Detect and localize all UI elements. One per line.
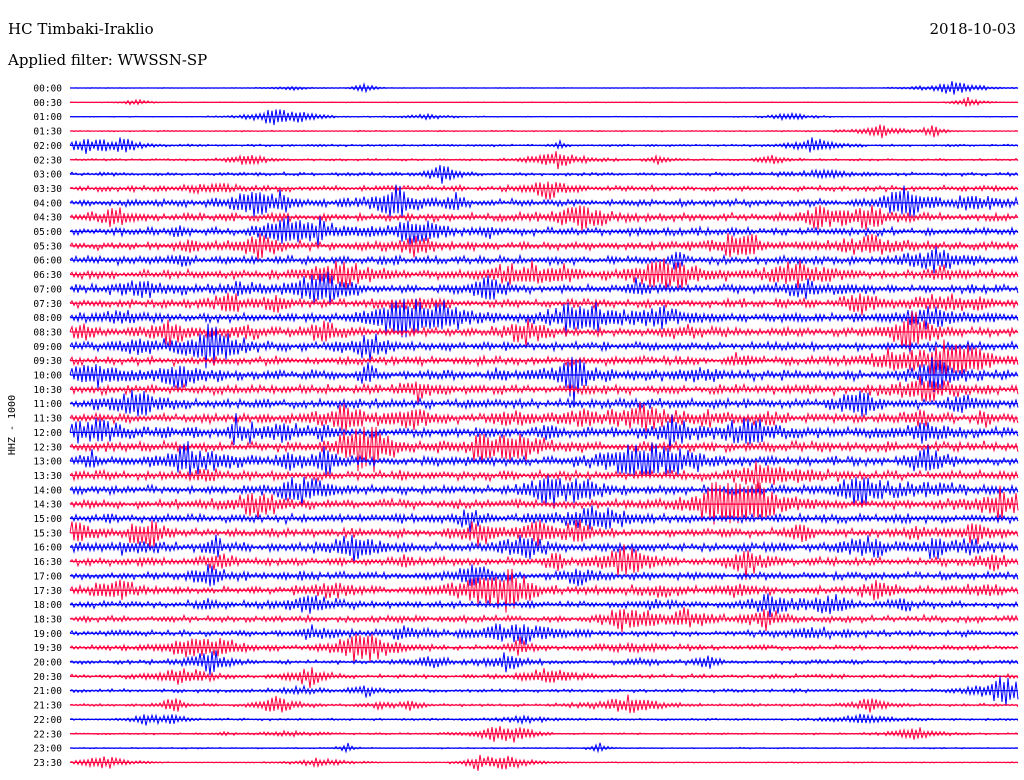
trace-0500 (69, 215, 1019, 247)
row-label-1930: 19:30 (33, 643, 62, 654)
date-label: 2018-10-03 (929, 20, 1016, 38)
row-label-2100: 21:00 (33, 686, 62, 697)
trace-0800 (69, 298, 1019, 338)
row-label-0930: 09:30 (33, 356, 62, 367)
trace-1630 (69, 544, 1019, 580)
trace-2230 (69, 726, 1019, 743)
row-label-0800: 08:00 (33, 313, 62, 324)
row-label-1500: 15:00 (33, 514, 62, 525)
filter-label: Applied filter: WWSSN-SP (8, 51, 208, 69)
trace-1400 (69, 475, 1019, 508)
trace-0330 (69, 181, 1019, 200)
row-label-1130: 11:30 (33, 414, 62, 425)
trace-1600 (69, 534, 1019, 564)
row-label-1730: 17:30 (33, 586, 62, 597)
row-label-0100: 01:00 (33, 112, 62, 123)
trace-0730 (69, 292, 1019, 316)
row-label-1000: 10:00 (33, 371, 62, 382)
row-label-0530: 05:30 (33, 241, 62, 252)
row-label-0700: 07:00 (33, 284, 62, 295)
trace-1000 (69, 356, 1019, 406)
row-label-2300: 23:00 (33, 744, 62, 755)
row-label-1430: 14:30 (33, 500, 62, 511)
trace-1900 (69, 623, 1019, 645)
trace-1030 (69, 375, 1019, 404)
row-label-0730: 07:30 (33, 299, 62, 310)
row-label-2200: 22:00 (33, 715, 62, 726)
row-label-0600: 06:00 (33, 256, 62, 267)
trace-1130 (69, 402, 1019, 433)
row-label-0030: 00:30 (33, 98, 62, 109)
trace-1730 (69, 568, 1019, 613)
row-label-2000: 20:00 (33, 658, 62, 669)
row-label-1300: 13:00 (33, 457, 62, 468)
trace-1100 (69, 390, 1019, 417)
trace-1230 (69, 426, 1019, 473)
trace-1830 (69, 607, 1019, 633)
trace-0600 (69, 246, 1019, 274)
row-label-0500: 05:00 (33, 227, 62, 238)
row-label-0130: 01:30 (33, 127, 62, 138)
channel-axis-label: HHZ - 1000 (7, 395, 18, 455)
trace-2200 (69, 713, 1019, 726)
trace-2000 (69, 650, 1019, 676)
row-label-0000: 00:00 (33, 84, 62, 95)
trace-0930 (69, 339, 1019, 378)
row-label-0430: 04:30 (33, 213, 62, 224)
row-label-1830: 18:30 (33, 614, 62, 625)
station-title: HC Timbaki-Iraklio (8, 20, 154, 38)
row-label-0630: 06:30 (33, 270, 62, 281)
row-label-1530: 15:30 (33, 528, 62, 539)
row-label-0900: 09:00 (33, 342, 62, 353)
row-label-0230: 02:30 (33, 155, 62, 166)
trace-0700 (69, 271, 1019, 305)
trace-0400 (69, 184, 1019, 218)
row-label-1630: 16:30 (33, 557, 62, 568)
row-label-0400: 04:00 (33, 198, 62, 209)
trace-1500 (69, 505, 1019, 533)
trace-1200 (69, 413, 1019, 452)
trace-2030 (69, 667, 1019, 689)
trace-1530 (69, 519, 1019, 549)
trace-0230 (69, 151, 1019, 170)
row-label-1230: 12:30 (33, 442, 62, 453)
seismogram-traces (69, 81, 1019, 771)
row-label-2330: 23:30 (33, 758, 62, 769)
row-label-0200: 02:00 (33, 141, 62, 152)
row-label-1600: 16:00 (33, 543, 62, 554)
row-label-1400: 14:00 (33, 485, 62, 496)
row-label-1330: 13:30 (33, 471, 62, 482)
row-label-1030: 10:30 (33, 385, 62, 396)
row-label-2030: 20:30 (33, 672, 62, 683)
trace-0530 (69, 232, 1019, 261)
row-label-0300: 03:00 (33, 170, 62, 181)
trace-0630 (69, 258, 1019, 291)
trace-2300 (69, 742, 1019, 754)
row-label-1800: 18:00 (33, 600, 62, 611)
row-label-1900: 19:00 (33, 629, 62, 640)
row-label-1100: 11:00 (33, 399, 62, 410)
trace-0900 (69, 323, 1019, 369)
trace-1700 (69, 563, 1019, 587)
row-label-2230: 22:30 (33, 729, 62, 740)
row-label-0830: 08:30 (33, 327, 62, 338)
trace-1430 (69, 481, 1019, 525)
trace-2130 (69, 694, 1019, 714)
row-label-1200: 12:00 (33, 428, 62, 439)
row-label-2130: 21:30 (33, 701, 62, 712)
trace-0830 (69, 310, 1019, 355)
row-label-1700: 17:00 (33, 571, 62, 582)
trace-0430 (69, 204, 1019, 232)
trace-1300 (69, 441, 1019, 478)
row-time-labels: 00:00 00:30 01:00 01:30 02:00 02:30 03:00 03:30… (33, 84, 62, 769)
trace-1330 (69, 461, 1019, 494)
row-label-0330: 03:30 (33, 184, 62, 195)
trace-1930 (69, 633, 1019, 663)
trace-1800 (69, 593, 1019, 618)
